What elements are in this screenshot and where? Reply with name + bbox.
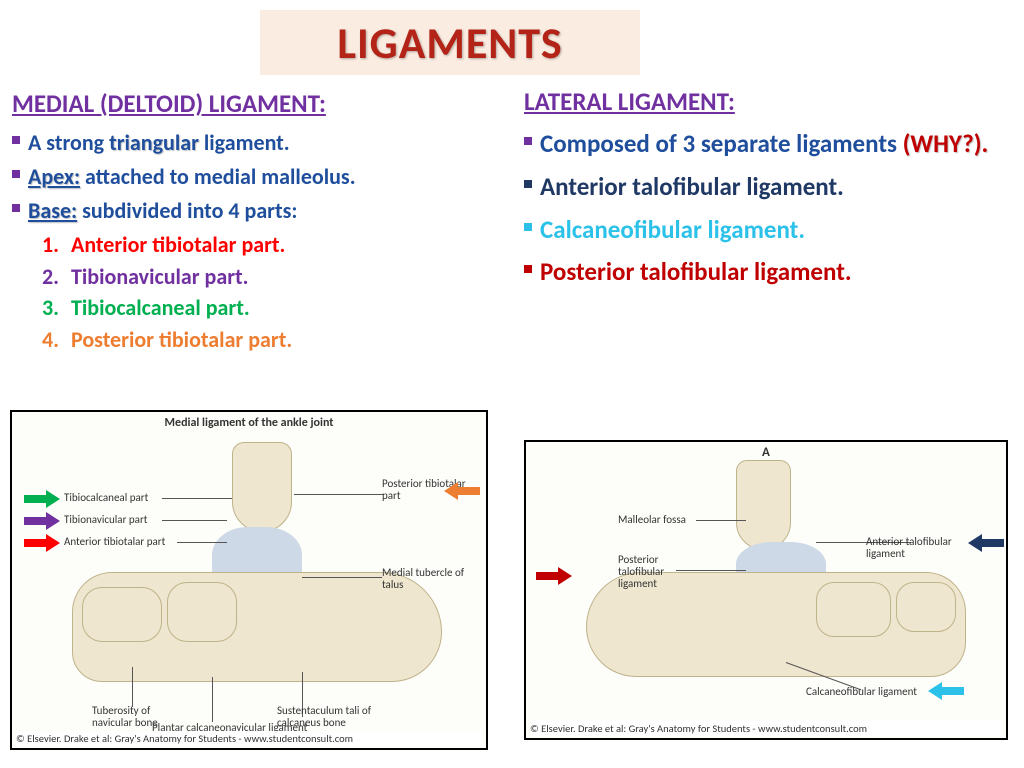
num: 1. [42,229,66,261]
bullet-icon [524,180,532,188]
num: 4. [42,324,66,356]
label-tibionavicular: Tibionavicular part [64,514,147,526]
arrow-icon [24,512,60,530]
text: Apex: attached to medial malleolus. [28,163,356,190]
label-malleolar: Malleolar fossa [618,514,686,526]
label-ant-tibiotalar: Anterior tibiotalar part [64,536,165,548]
bullet-apex: Apex: attached to medial malleolus. [12,161,502,193]
bullet-icon [524,137,532,145]
leader [212,677,213,722]
num: 3. [42,292,66,324]
arrow-icon [444,482,480,500]
bullet-icon [12,204,20,212]
bullet-composed: Composed of 3 separate ligaments (WHY?). [524,125,1014,164]
arrow-icon [536,567,572,585]
t: Posterior talofibular ligament. [540,256,852,287]
label-post-talofib: Posterior talofibular ligament [618,554,688,590]
leader [696,520,746,521]
page-title: LIGAMENTS [337,16,562,70]
t: attached to medial malleolus. [80,163,356,190]
bullet-ant-talofib: Anterior talofibular ligament. [524,168,1014,207]
copyright-text: © Elsevier. Drake et al: Gray's Anatomy … [16,731,482,746]
list-item-1: 1. Anterior tibiotalar part. [12,229,502,261]
leader [162,520,227,521]
arrow-icon [24,490,60,508]
txt: Tibionavicular part. [71,263,249,290]
t: A strong [28,129,109,156]
leader [177,542,227,543]
bullet-icon [524,223,532,231]
bone-talus [167,582,237,642]
label-calcaneofib: Calcaneofibular ligament [806,686,936,698]
leader [162,498,232,499]
t: ligament. [199,129,290,156]
label-sustentaculum: Sustentaculum tali of calcaneus bone [277,705,387,729]
diagram-medial: Medial ligament of the ankle joint Tibio… [10,410,488,750]
arrow-icon [928,682,964,700]
lateral-header: LATERAL LIGAMENT: [524,86,1014,117]
t: Composed of 3 separate ligaments [540,128,903,159]
list-item-3: 3. Tibiocalcaneal part. [12,292,502,324]
label-medial-tubercle: Medial tubercle of talus [382,567,472,591]
t: (WHY?). [903,128,989,159]
bone-cuboid [816,582,891,637]
bone-navicular [82,587,162,642]
arrow-icon [24,534,60,552]
leader [294,494,384,495]
bullet-base: Base: subdivided into 4 parts: [12,195,502,227]
left-column: MEDIAL (DELTOID) LIGAMENT: A strong tria… [12,88,502,356]
t: subdivided into 4 parts: [77,197,297,224]
txt: Anterior tibiotalar part. [71,231,285,258]
copyright-text: © Elsevier. Drake et al: Gray's Anatomy … [530,721,1002,736]
txt: Posterior tibiotalar part. [71,326,292,353]
list-item-2: 2. Tibionavicular part. [12,261,502,293]
bone-nav [896,582,956,632]
bullet-icon [524,265,532,273]
bullet-calcaneofib: Calcaneofibular ligament. [524,211,1014,250]
t: Apex: [28,163,80,190]
text: Base: subdivided into 4 parts: [28,197,297,224]
bone-tibia [232,442,292,532]
title-box: LIGAMENTS [260,10,640,75]
leader [302,577,382,578]
t: Calcaneofibular ligament. [540,214,805,245]
diagram-title: Medial ligament of the ankle joint [12,416,486,430]
bullet-triangular: A strong triangular ligament. [12,127,502,159]
leader [132,667,133,707]
text: A strong triangular ligament. [28,129,290,156]
text: Composed of 3 separate ligaments (WHY?). [540,128,988,159]
txt: Tibiocalcaneal part. [71,294,250,321]
right-column: LATERAL LIGAMENT: Composed of 3 separate… [524,86,1014,296]
t: Base: [28,197,77,224]
t: Anterior talofibular ligament. [540,171,844,202]
diagram-lateral: A Malleolar fossa Posterior talofibular … [524,440,1008,740]
label-tibiocalcaneal: Tibiocalcaneal part [64,492,148,504]
corner-label: A [762,446,770,460]
bone-fibula [736,460,791,550]
bullet-icon [12,170,20,178]
bullet-post-talofib: Posterior talofibular ligament. [524,253,1014,292]
bullet-icon [12,136,20,144]
t: triangular [109,129,199,156]
num: 2. [42,261,66,293]
arrow-icon [968,534,1004,552]
medial-header: MEDIAL (DELTOID) LIGAMENT: [12,88,502,119]
list-item-4: 4. Posterior tibiotalar part. [12,324,502,356]
